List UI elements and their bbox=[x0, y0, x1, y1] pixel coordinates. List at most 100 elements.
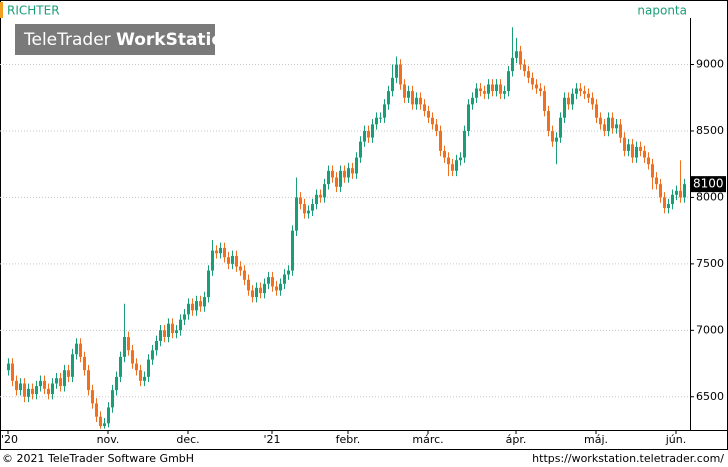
candle-body bbox=[435, 124, 438, 131]
watermark-box bbox=[15, 24, 215, 55]
x-tick-label: márc. bbox=[412, 433, 443, 446]
candle-body bbox=[123, 336, 126, 357]
candle-body bbox=[275, 286, 278, 291]
period-label: naponta bbox=[637, 4, 687, 18]
candle-body bbox=[327, 170, 330, 185]
candle-body bbox=[495, 84, 498, 92]
candle-body bbox=[623, 137, 626, 151]
candle-body bbox=[607, 117, 610, 131]
candle-body bbox=[575, 88, 578, 94]
candle-body bbox=[179, 319, 182, 331]
candle-body bbox=[375, 117, 378, 125]
candle-body bbox=[119, 356, 122, 377]
candle-body bbox=[111, 390, 114, 408]
candle-body bbox=[519, 51, 522, 65]
candle-body bbox=[455, 160, 458, 171]
candle-body bbox=[583, 91, 586, 94]
y-tick-label: 8500 bbox=[696, 124, 724, 137]
candle-body bbox=[131, 350, 134, 364]
candle-body bbox=[471, 97, 474, 105]
candle-body bbox=[147, 359, 150, 377]
watermark: TeleTrader WorkStation bbox=[23, 30, 235, 50]
candle-body bbox=[315, 194, 318, 205]
candle-body bbox=[311, 204, 314, 211]
candle-body bbox=[199, 301, 202, 307]
candle-body bbox=[231, 255, 234, 264]
candle-body bbox=[487, 84, 490, 94]
candle-body bbox=[335, 177, 338, 187]
candle-body bbox=[479, 88, 482, 92]
y-tick-label: 7500 bbox=[696, 257, 724, 270]
candle-body bbox=[67, 370, 70, 377]
candle-body bbox=[219, 247, 222, 254]
candle-body bbox=[351, 168, 354, 174]
candle-body bbox=[215, 250, 218, 254]
candle-body bbox=[395, 64, 398, 78]
last-price-box bbox=[690, 176, 726, 193]
y-tick-label: 6500 bbox=[696, 390, 724, 403]
candle-body bbox=[151, 350, 154, 360]
candle-body bbox=[163, 330, 166, 337]
candle-body bbox=[171, 323, 174, 333]
candle-body bbox=[183, 314, 186, 320]
x-tick-label: '21 bbox=[263, 433, 280, 446]
candle-body bbox=[491, 84, 494, 92]
candle-body bbox=[383, 104, 386, 118]
candle-body bbox=[19, 383, 22, 391]
candle-body bbox=[499, 84, 502, 94]
candle-body bbox=[503, 91, 506, 94]
candle-body bbox=[107, 407, 110, 424]
candle-body bbox=[423, 104, 426, 112]
candle-body bbox=[239, 266, 242, 271]
candle-body bbox=[551, 130, 554, 142]
candle-body bbox=[603, 124, 606, 131]
watermark-brand: TeleTrader bbox=[23, 30, 111, 50]
candle-body bbox=[27, 388, 30, 397]
candle-body bbox=[235, 255, 238, 267]
candle-body bbox=[115, 376, 118, 391]
candle-body bbox=[683, 184, 686, 198]
candle-body bbox=[431, 117, 434, 125]
candle-body bbox=[535, 84, 538, 89]
candle-body bbox=[251, 290, 254, 298]
candle-body bbox=[663, 197, 666, 209]
candle-body bbox=[659, 184, 662, 198]
candle-body bbox=[571, 93, 574, 105]
candle-body bbox=[91, 390, 94, 404]
candle-body bbox=[207, 270, 210, 298]
candle-body bbox=[51, 383, 54, 395]
candle-body bbox=[531, 77, 534, 85]
candle-body bbox=[155, 340, 158, 351]
candle-body bbox=[559, 117, 562, 138]
candle-body bbox=[419, 97, 422, 105]
candle-body bbox=[639, 146, 642, 151]
candle-body bbox=[627, 144, 630, 151]
candle-body bbox=[515, 51, 518, 58]
y-tick-label: 9000 bbox=[696, 58, 724, 71]
candle-body bbox=[159, 330, 162, 341]
watermark-product: WorkStation bbox=[116, 30, 235, 50]
candle-body bbox=[103, 423, 106, 427]
candle-body bbox=[463, 130, 466, 158]
candle-body bbox=[407, 91, 410, 98]
candle-body bbox=[675, 190, 678, 195]
candle-body bbox=[203, 297, 206, 307]
x-tick-label: dec. bbox=[176, 433, 199, 446]
candle-body bbox=[195, 301, 198, 311]
candle-body bbox=[247, 279, 250, 291]
candle-body bbox=[635, 146, 638, 158]
candle-body bbox=[63, 370, 66, 387]
candle-body bbox=[615, 124, 618, 129]
candle-body bbox=[95, 403, 98, 417]
candle-body bbox=[567, 97, 570, 105]
candle-body bbox=[387, 91, 390, 105]
candle-body bbox=[679, 190, 682, 198]
candle-body bbox=[139, 370, 142, 381]
y-tick-label: 7000 bbox=[696, 323, 724, 336]
candle-body bbox=[671, 194, 674, 205]
candle-body bbox=[187, 303, 190, 315]
candle-body bbox=[307, 210, 310, 214]
candle-body bbox=[379, 117, 382, 119]
candle-body bbox=[295, 197, 298, 231]
